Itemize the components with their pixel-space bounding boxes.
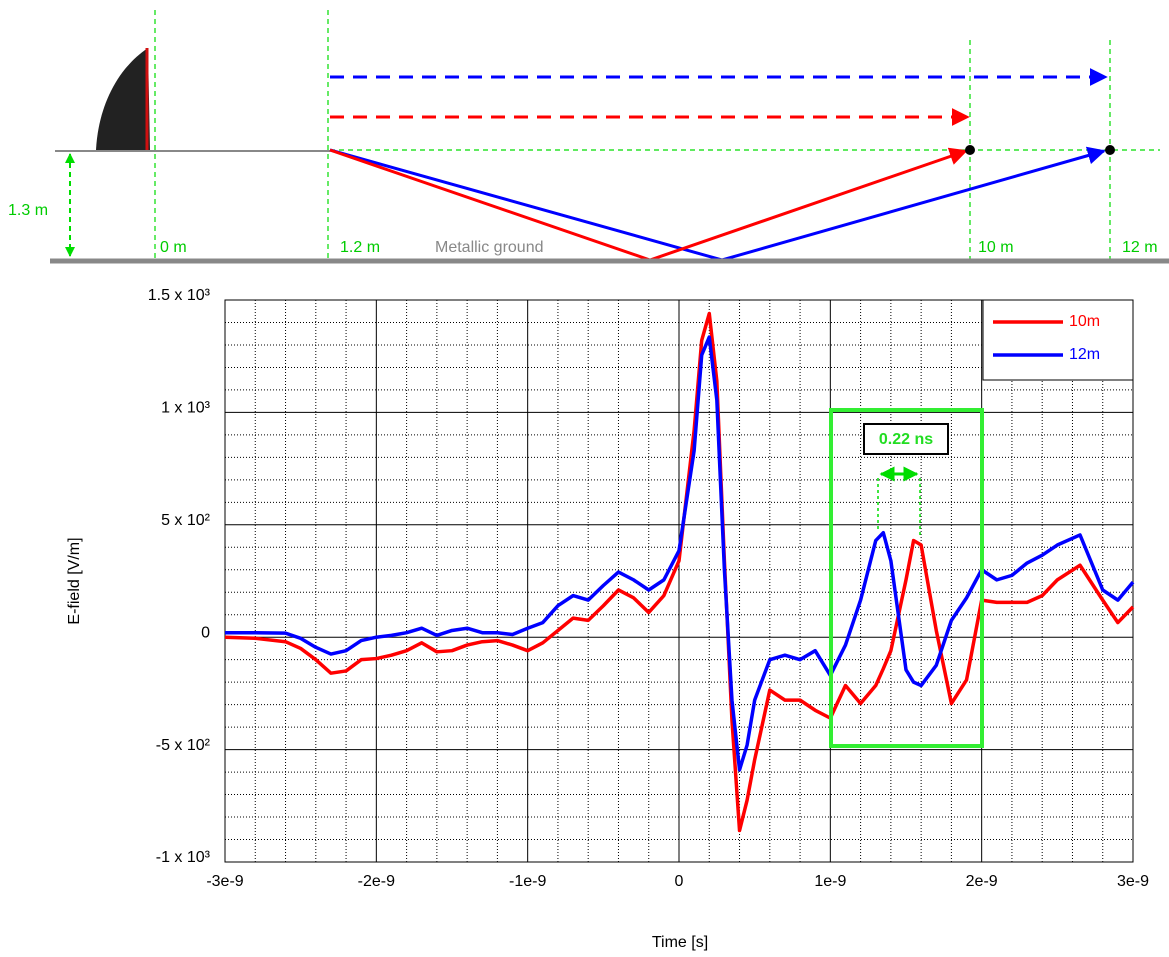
- y-tick-label: 0: [201, 624, 210, 641]
- reflected-path: [330, 150, 966, 260]
- legend-label: 10m: [1069, 313, 1100, 330]
- distance-label: 12 m: [1122, 239, 1158, 256]
- receiver: [1105, 145, 1115, 155]
- x-tick-label: -1e-9: [509, 873, 546, 890]
- annotation-label: 0.22 ns: [879, 431, 933, 448]
- figure: 1.3 m 0 m 1.2 m 10 m 12 m Metallic groun…: [0, 0, 1169, 957]
- y-tick-label: 1.5 x 10³: [148, 287, 211, 304]
- height-label: 1.3 m: [8, 202, 48, 219]
- legend-box: [983, 300, 1133, 380]
- y-tick-label: 1 x 10³: [161, 400, 211, 417]
- distance-label: 10 m: [978, 239, 1014, 256]
- x-axis-label: Time [s]: [652, 934, 708, 951]
- legend-label: 12m: [1069, 346, 1100, 363]
- distance-label: 1.2 m: [340, 239, 380, 256]
- y-tick-label: -5 x 10²: [156, 737, 211, 754]
- geometry-diagram: 1.3 m 0 m 1.2 m 10 m 12 m Metallic groun…: [8, 10, 1169, 261]
- x-tick-label: -2e-9: [358, 873, 395, 890]
- x-tick-label: 0: [675, 873, 684, 890]
- distance-label: 0 m: [160, 239, 187, 256]
- x-tick-label: 2e-9: [966, 873, 998, 890]
- receiver: [965, 145, 975, 155]
- antenna: [96, 48, 150, 150]
- x-tick-label: 3e-9: [1117, 873, 1149, 890]
- y-axis-label: E-field [V/m]: [66, 537, 83, 624]
- y-tick-label: -1 x 10³: [156, 849, 211, 866]
- x-tick-label: -3e-9: [206, 873, 243, 890]
- plot: -3e-9 -2e-9 -1e-9 0 1e-9 2e-9 3e-9 -1 x 10³ -5 x…: [148, 287, 1149, 890]
- y-tick-label: 5 x 10²: [161, 512, 211, 529]
- x-tick-label: 1e-9: [814, 873, 846, 890]
- ground-label: Metallic ground: [435, 239, 544, 256]
